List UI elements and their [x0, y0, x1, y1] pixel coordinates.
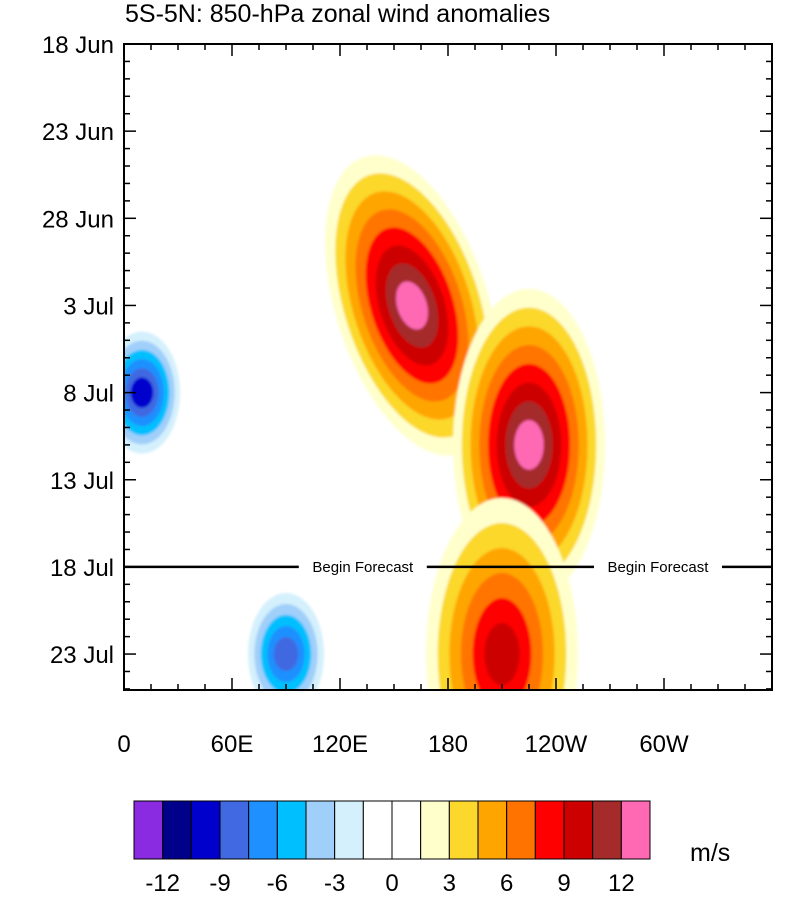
- colorbar-label: 6: [500, 870, 513, 897]
- colorbar-label: -3: [324, 870, 345, 897]
- plot-area: [124, 44, 772, 690]
- contour-level: [484, 623, 520, 686]
- anomaly-feature: [325, 155, 499, 456]
- forecast-line-group: Begin Forecast Begin Forecast: [124, 556, 772, 577]
- anomaly-feature: [248, 593, 324, 690]
- colorbar-label: 3: [443, 870, 456, 897]
- colorbar-swatch: [248, 800, 278, 860]
- y-axis: 18 Jun 23 Jun 28 Jun 3 Jul 8 Jul 13 Jul 18 Jul…: [42, 32, 772, 690]
- colorbar-label: -12: [145, 870, 180, 897]
- colorbar-swatch: [276, 800, 307, 860]
- colorbar: -12 -9 -6 -3 0 3 6 9 12: [133, 800, 651, 897]
- contour-level: [130, 377, 154, 408]
- colorbar-swatch: [133, 800, 164, 860]
- colorbar-swatch: [190, 800, 221, 860]
- forecast-label: Begin Forecast: [608, 559, 710, 576]
- colorbar-swatch: [420, 800, 450, 860]
- colorbar-label: 9: [557, 870, 570, 897]
- contour-level: [396, 281, 428, 330]
- colorbar-swatch: [362, 800, 393, 860]
- colorbar-swatch: [448, 800, 479, 860]
- x-tick-label: 60W: [639, 731, 689, 758]
- anomaly-feature: [124, 331, 180, 454]
- forecast-label: Begin Forecast: [312, 559, 414, 576]
- x-tick-label: 60E: [211, 731, 254, 758]
- y-tick-label: 18 Jun: [42, 32, 114, 59]
- colorbar-label: -6: [267, 870, 288, 897]
- forecast-label-bg: [298, 556, 427, 577]
- colorbar-swatch: [334, 800, 364, 860]
- colorbar-swatch: [162, 800, 192, 860]
- colorbar-label: 12: [608, 870, 635, 897]
- colorbar-label: -9: [209, 870, 230, 897]
- x-tick-label: 180: [428, 731, 468, 758]
- forecast-label-bg: [594, 556, 722, 577]
- y-tick-label: 3 Jul: [63, 293, 114, 320]
- x-axis: 0 60E 120E 180 120W 60W: [117, 44, 773, 758]
- y-tick-label: 18 Jul: [50, 555, 114, 582]
- y-tick-label: 28 Jun: [42, 206, 114, 233]
- contour-level: [273, 637, 299, 672]
- colorbar-swatch: [506, 800, 536, 860]
- colorbar-swatch: [219, 800, 250, 860]
- x-tick-label: 120E: [312, 731, 368, 758]
- contour-level: [514, 420, 544, 470]
- colorbar-swatch: [563, 800, 594, 860]
- colorbar-swatch: [620, 800, 651, 860]
- x-tick-label: 0: [117, 731, 130, 758]
- colorbar-swatch: [305, 800, 336, 860]
- colorbar-swatch: [477, 800, 508, 860]
- y-tick-label: 23 Jul: [50, 642, 114, 669]
- colorbar-swatch: [391, 800, 422, 860]
- y-tick-label: 23 Jun: [42, 119, 114, 146]
- colorbar-label: 0: [385, 870, 398, 897]
- anomaly-contours: [124, 155, 605, 690]
- colorbar-swatch: [592, 800, 622, 860]
- colorbar-units: m/s: [690, 839, 730, 867]
- y-tick-label: 8 Jul: [63, 381, 114, 408]
- chart-title: 5S-5N: 850-hPa zonal wind anomalies: [125, 0, 550, 28]
- y-tick-label: 13 Jul: [50, 468, 114, 495]
- x-tick-label: 120W: [525, 731, 588, 758]
- colorbar-swatch: [534, 800, 565, 860]
- anomaly-feature: [426, 498, 578, 690]
